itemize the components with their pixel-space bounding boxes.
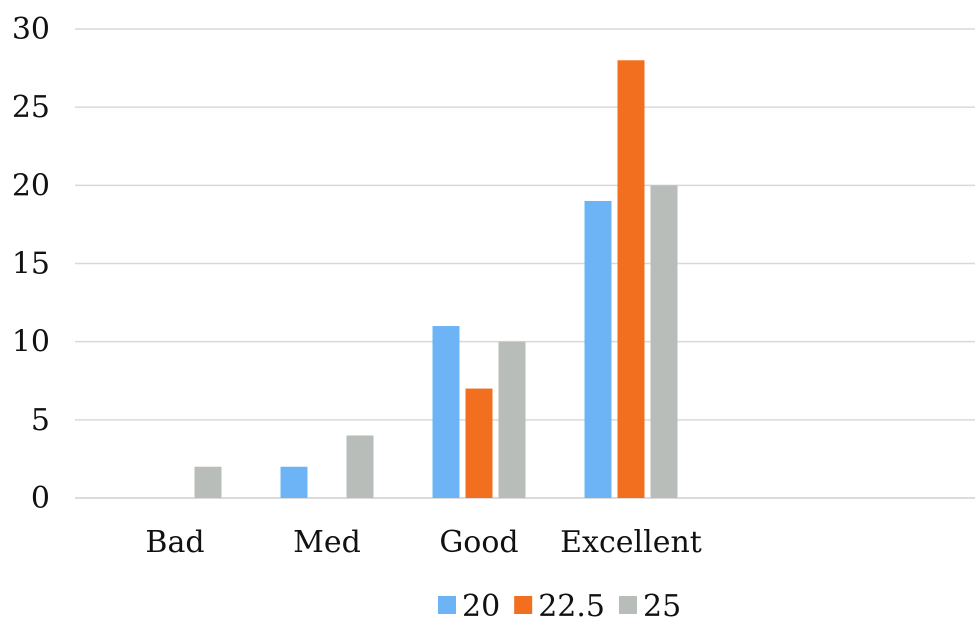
y-tick-label: 0 [31,481,50,516]
y-tick-label: 15 [12,247,50,282]
y-tick-label: 25 [12,90,50,125]
legend-swatch [438,596,456,614]
legend-label: 25 [643,589,681,624]
bar-excellent-series-1 [617,60,645,499]
bar-good-series-0 [432,326,460,498]
legend-label: 20 [462,589,500,624]
legend: 20 22.5 25 [438,589,681,624]
bar-med-series-2 [346,435,374,498]
legend-item-2: 25 [618,589,681,624]
bar-bad-series-2 [194,466,222,498]
y-tick-label: 10 [12,325,50,360]
legend-swatch [618,596,637,614]
y-axis-tick-labels: 0 5 10 15 20 25 30 [12,12,50,516]
x-category-label-good: Good [439,525,518,560]
legend-item-0: 20 [438,589,500,624]
x-category-label-excellent: Excellent [560,525,702,560]
y-tick-label: 30 [12,12,50,47]
legend-label: 22.5 [538,589,605,624]
bar-good-series-2 [498,341,526,498]
y-tick-label: 5 [31,403,50,438]
bar-excellent-series-2 [650,185,678,499]
bars [194,60,678,499]
legend-item-1: 22.5 [514,589,605,624]
y-tick-label: 20 [12,168,50,203]
x-axis-category-labels: Bad Med Good Excellent [145,525,701,560]
x-category-label-bad: Bad [145,525,204,560]
legend-swatch [514,596,533,614]
bar-good-series-1 [465,388,493,498]
bar-med-series-0 [280,466,308,498]
x-category-label-med: Med [293,525,361,560]
bar-excellent-series-0 [584,200,612,498]
